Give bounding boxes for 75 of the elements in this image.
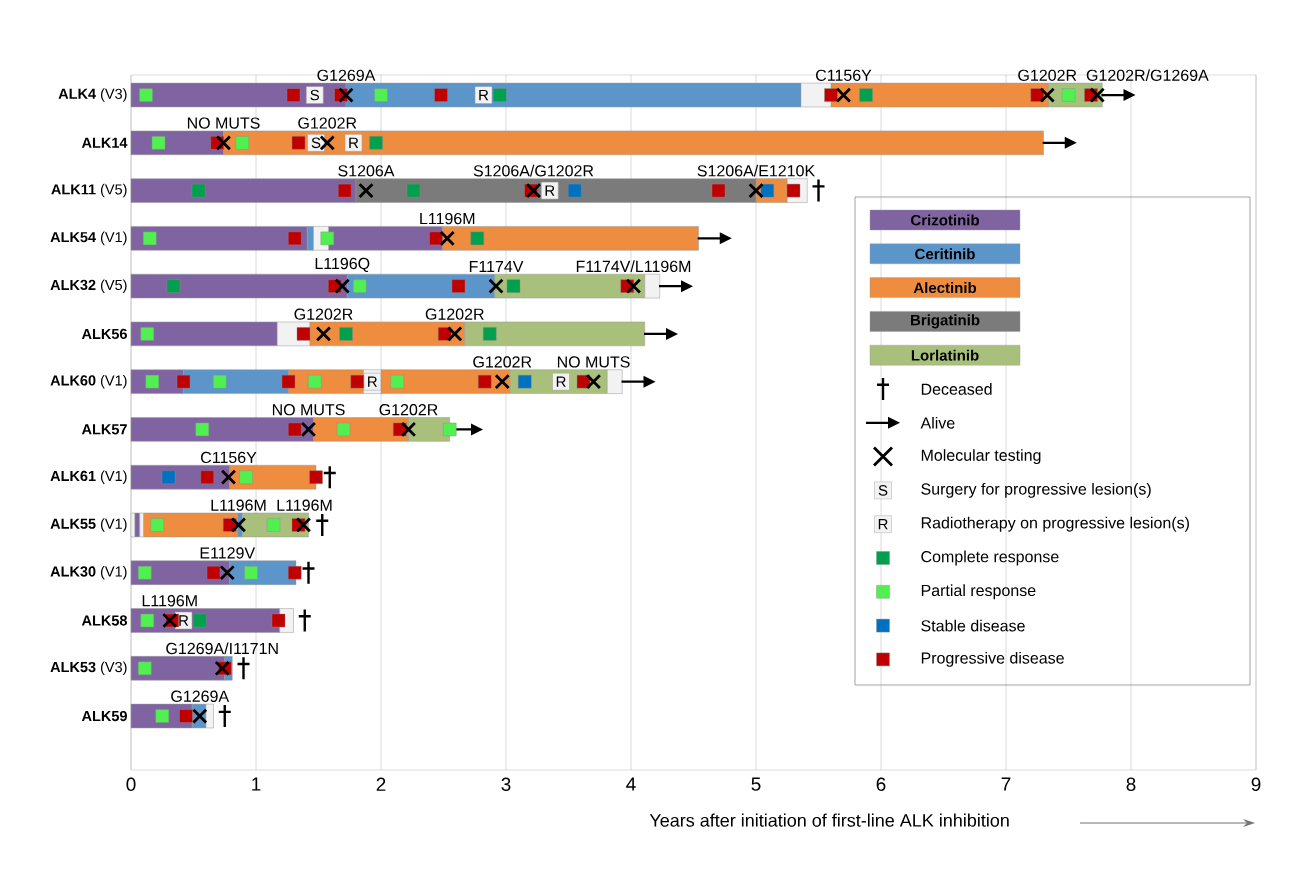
data-label: R [545, 185, 555, 196]
y-tick-label: ALK11 (V5) [51, 183, 127, 198]
y-tick-label: ALK61 (V1) [50, 470, 127, 484]
data-label: G1269A [317, 69, 376, 81]
data-label: G1269A [171, 690, 230, 702]
legend-label: Partial response [921, 584, 1036, 600]
data-label: E1129V [200, 547, 256, 559]
x-tick-label: 1 [252, 777, 261, 791]
data-label: G1202R [379, 404, 438, 416]
y-tick-label: ALK56 [81, 328, 127, 340]
data-label: G1269A/I1171N [166, 642, 278, 655]
data-label: G1202R [294, 308, 353, 320]
data-label: F1174V [469, 261, 524, 273]
data-label: S [310, 89, 320, 101]
data-label: G1202R/G1269A [1086, 69, 1209, 81]
text: Ceritinib [915, 248, 975, 260]
data-label: C1156Y [816, 69, 872, 81]
data-label: NO MUTS [557, 356, 630, 368]
x-tick-label: 6 [876, 777, 886, 791]
text: Brigatinib [911, 314, 980, 329]
x-axis-title: Years after initiation of first-line ALK inhibition [649, 813, 1009, 827]
data-label: L1196Q [315, 257, 370, 273]
text: S [878, 485, 888, 496]
data-label: NO MUTS [272, 404, 345, 416]
data-label: L1196M [142, 595, 197, 607]
legend-label: Molecular testing [921, 449, 1041, 465]
legend-label: Stable disease [921, 619, 1025, 632]
data-label: S1206A/E1210K [697, 164, 815, 177]
data-label: L1196M [420, 212, 475, 225]
data-label: G1202R [473, 356, 532, 368]
y-tick-label: ALK58 [81, 615, 128, 626]
text: R [878, 519, 888, 530]
data-label: F1174V/L1196M [576, 260, 691, 273]
x-tick-label: 3 [501, 777, 511, 791]
data-label: G1202R [1018, 69, 1077, 81]
x-tick-label: 9 [1251, 777, 1261, 791]
legend-label: Alive [920, 416, 955, 429]
y-tick-label: ALK57 [81, 424, 127, 435]
x-tick-label: 8 [1126, 777, 1136, 791]
x-tick-label: 5 [751, 777, 761, 791]
y-tick-label: ALK60 (V1) [50, 374, 127, 389]
data-label: R [349, 137, 359, 148]
data-label: G1202R [425, 308, 484, 320]
y-tick-label: ALK32 (V5) [50, 279, 127, 293]
y-tick-label: ALK59 [81, 710, 127, 722]
legend-label: Surgery for progressive lesion(s) [921, 482, 1151, 498]
y-tick-label: ALK53 (V3) [50, 661, 127, 676]
legend-label: Complete response [921, 550, 1059, 566]
text: Lorlatinib [911, 349, 979, 361]
text: Alectinib [913, 282, 977, 294]
legend-label: Progressive disease [921, 651, 1064, 667]
data-label: R [556, 376, 566, 387]
x-tick-label: 4 [626, 777, 636, 791]
y-tick-label: ALK54 (V1) [50, 231, 127, 246]
y-tick-label: ALK14 [81, 137, 128, 148]
y-tick-label: ALK55 (V1) [50, 518, 127, 532]
data-label: S1206A [338, 165, 395, 177]
legend-label: Deceased [921, 383, 992, 395]
x-tick-label: 2 [376, 777, 386, 791]
x-tick-label: 0 [126, 777, 136, 791]
data-label: R [179, 615, 189, 626]
legend-label: Radiotherapy on progressive lesion(s) [921, 516, 1189, 532]
x-tick-label: 7 [1001, 777, 1011, 791]
data-label: G1202R [298, 117, 357, 129]
data-label: S1206A/G1202R [473, 164, 594, 177]
data-label: NO MUTS [187, 117, 260, 129]
y-tick-label: ALK4 (V3) [58, 88, 127, 102]
y-tick-label: ALK30 (V1) [50, 565, 127, 580]
data-label: L1196M [277, 499, 332, 511]
data-label: S [311, 137, 321, 149]
text: Crizotinib [911, 214, 979, 226]
data-label: R [368, 376, 377, 387]
data-label: R [479, 89, 489, 101]
data-label: L1196M [211, 499, 266, 511]
data-label: C1156Y [201, 451, 257, 464]
